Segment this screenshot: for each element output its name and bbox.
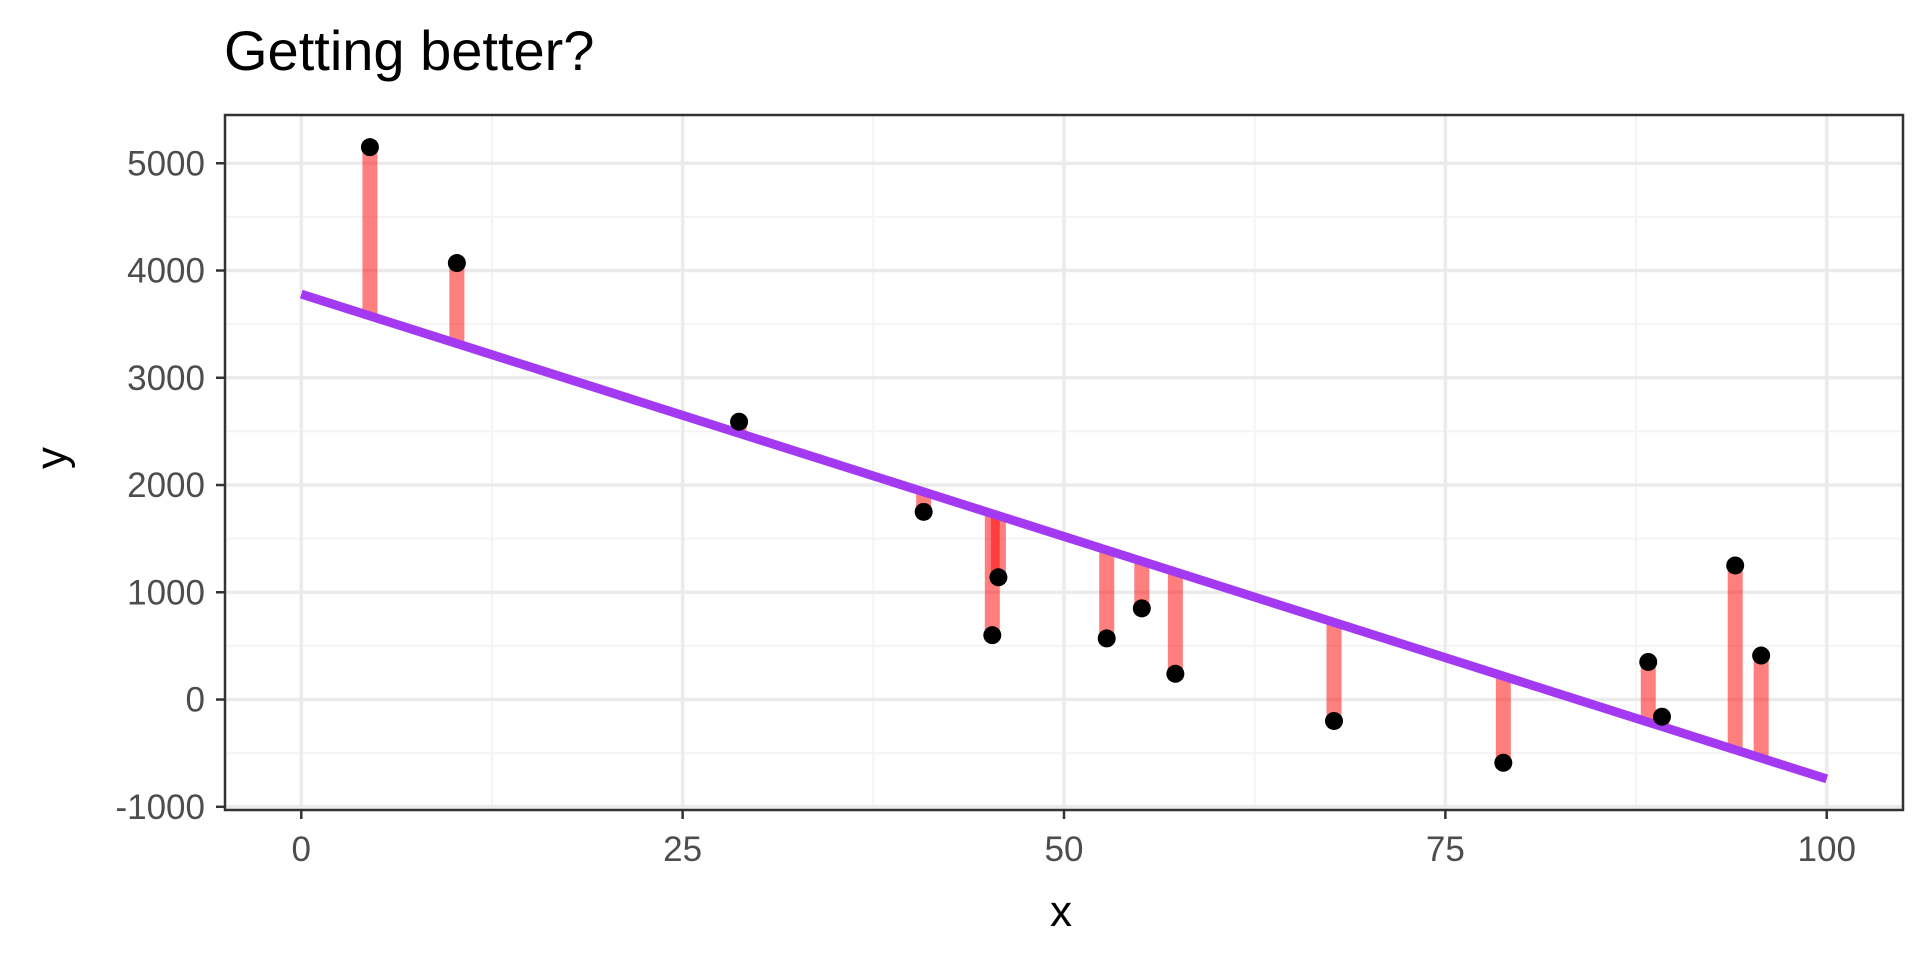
regression-line <box>299 289 1829 784</box>
data-point <box>1652 707 1671 726</box>
x-tick-label: 100 <box>1798 830 1856 869</box>
y-tick-label: 1000 <box>127 573 205 612</box>
data-point <box>1325 711 1344 730</box>
x-tick-label: 75 <box>1426 830 1465 869</box>
x-tick-label: 50 <box>1045 830 1084 869</box>
data-point <box>1132 599 1151 618</box>
data-point <box>360 138 379 157</box>
data-point <box>914 502 933 521</box>
x-axis-title: x <box>1050 887 1072 936</box>
y-axis-title: y <box>27 447 76 469</box>
y-axis: -1000 0 1000 2000 3000 4000 5000 <box>115 144 225 827</box>
y-tick-label: 0 <box>186 681 205 720</box>
data-point <box>1726 556 1745 575</box>
data-point <box>1097 629 1116 648</box>
x-tick-label: 0 <box>292 830 311 869</box>
data-point <box>1639 652 1658 671</box>
y-tick-label: 5000 <box>127 144 205 183</box>
data-point <box>447 254 466 273</box>
y-tick-label: 3000 <box>127 359 205 398</box>
data-point <box>730 412 749 431</box>
y-tick-label: 4000 <box>127 252 205 291</box>
data-points <box>360 138 1771 772</box>
data-point <box>1752 646 1771 665</box>
y-tick-label: 2000 <box>127 466 205 505</box>
data-point <box>1166 664 1185 683</box>
data-point <box>983 626 1002 645</box>
data-point <box>989 568 1008 587</box>
x-axis: 0 25 50 75 100 <box>292 810 1856 869</box>
data-point <box>1494 753 1513 772</box>
major-gridlines <box>225 115 1903 810</box>
x-tick-label: 25 <box>663 830 702 869</box>
chart-title: Getting better? <box>224 19 594 82</box>
y-tick-label: -1000 <box>115 788 205 827</box>
